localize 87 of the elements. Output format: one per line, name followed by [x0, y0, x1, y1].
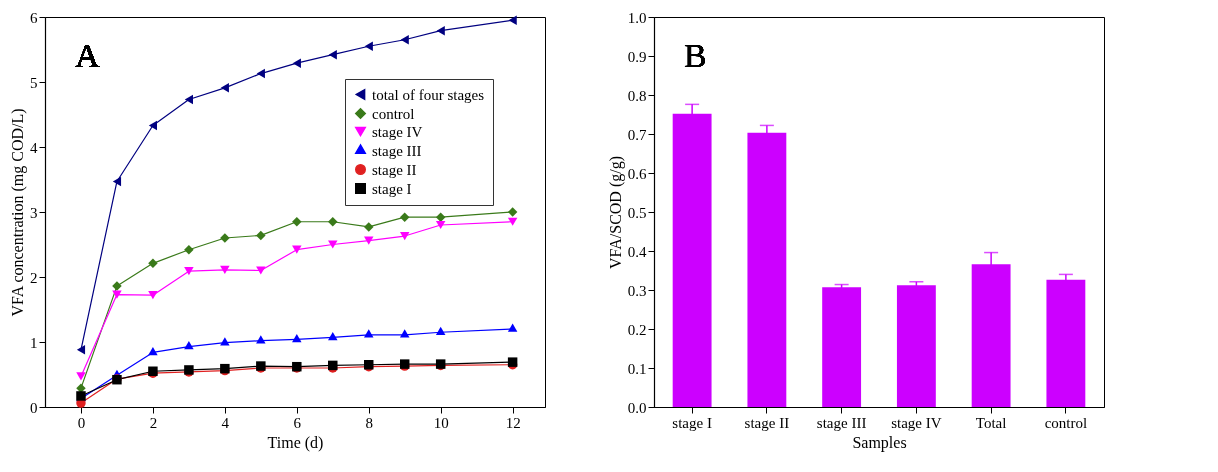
y-tick-label: 0	[30, 399, 38, 416]
point	[148, 291, 158, 300]
y-tick-label: 0.1	[627, 360, 647, 377]
point	[292, 217, 302, 227]
x-tick-label: 2	[149, 414, 158, 431]
y-tick-label: 0.3	[627, 282, 647, 299]
point	[435, 220, 446, 230]
point	[507, 207, 518, 217]
x-tick-label: 10	[433, 414, 449, 431]
legend-label: stage IV	[372, 123, 423, 140]
y-tick-label: 6	[30, 9, 38, 26]
legend-label: stage I	[372, 180, 412, 197]
y-tick-label: 1.0	[627, 9, 647, 26]
y-tick-label: 0.9	[627, 48, 647, 65]
point	[435, 212, 446, 222]
point	[256, 230, 266, 241]
point	[148, 258, 158, 269]
y-tick-label: 0.7	[627, 126, 647, 143]
point	[399, 212, 410, 222]
point	[435, 326, 446, 335]
y-axis-title: VFA/SCOD (g/g)	[606, 155, 625, 270]
x-axis-title: Time (d)	[267, 433, 324, 452]
point	[112, 290, 122, 299]
point	[328, 217, 338, 227]
point	[436, 25, 445, 36]
bar	[1046, 279, 1086, 407]
annotation: B	[684, 37, 707, 74]
x-tick-label: Total	[975, 414, 1007, 431]
x-tick-label: stage III	[816, 414, 867, 431]
y-tick-label: 0.0	[627, 399, 647, 416]
point	[148, 120, 158, 131]
point	[256, 68, 265, 79]
point	[256, 335, 266, 344]
point	[507, 323, 518, 332]
point	[184, 341, 194, 350]
point	[364, 41, 373, 51]
point	[184, 267, 194, 276]
y-tick-label: 3	[30, 204, 38, 221]
point	[328, 240, 338, 249]
x-tick-label: 12	[505, 414, 521, 431]
point	[328, 331, 338, 341]
y-tick-label: 5	[30, 74, 38, 91]
point	[76, 345, 86, 355]
point	[507, 217, 518, 226]
point	[508, 15, 517, 25]
point	[76, 372, 86, 381]
point	[220, 337, 230, 346]
y-tick-label: 0.8	[627, 87, 647, 104]
x-tick-label: stage II	[744, 414, 790, 431]
y-tick-label: 0.2	[627, 321, 647, 338]
y-tick-label: 1	[30, 334, 38, 351]
point	[399, 231, 410, 241]
x-tick-label: control	[1044, 414, 1088, 431]
y-tick-label: 0.5	[627, 204, 647, 221]
point	[220, 265, 230, 274]
y-tick-label: 0.6	[627, 165, 647, 182]
y-tick-label: 4	[30, 139, 38, 156]
legend-label: control	[372, 105, 415, 122]
point	[184, 244, 194, 255]
point	[184, 94, 193, 105]
legend-label: stage III	[372, 142, 422, 159]
point	[292, 333, 302, 343]
point	[292, 245, 302, 254]
x-tick-label: 4	[221, 414, 230, 431]
y-axis-title: VFA concentration (mg COD/L)	[9, 108, 27, 317]
x-tick-label: stage IV	[891, 414, 942, 431]
legend-label: total of four stages	[372, 86, 485, 103]
point	[364, 236, 374, 245]
point	[112, 176, 122, 187]
point	[399, 329, 410, 338]
point	[256, 266, 266, 275]
annotation: A	[75, 37, 100, 74]
point	[148, 346, 158, 356]
point	[292, 58, 301, 68]
x-tick-label: 8	[365, 414, 373, 431]
legend-label: stage II	[372, 161, 417, 178]
x-tick-label: 6	[293, 414, 302, 431]
point	[364, 222, 374, 232]
x-tick-label: 0	[77, 414, 86, 431]
y-tick-label: 2	[30, 269, 38, 286]
y-tick-label: 0.4	[627, 243, 647, 260]
point	[220, 83, 229, 93]
point	[328, 49, 337, 60]
point	[400, 35, 409, 45]
point	[364, 329, 374, 338]
x-tick-label: stage I	[672, 414, 712, 431]
x-axis-title: Samples	[852, 433, 907, 452]
